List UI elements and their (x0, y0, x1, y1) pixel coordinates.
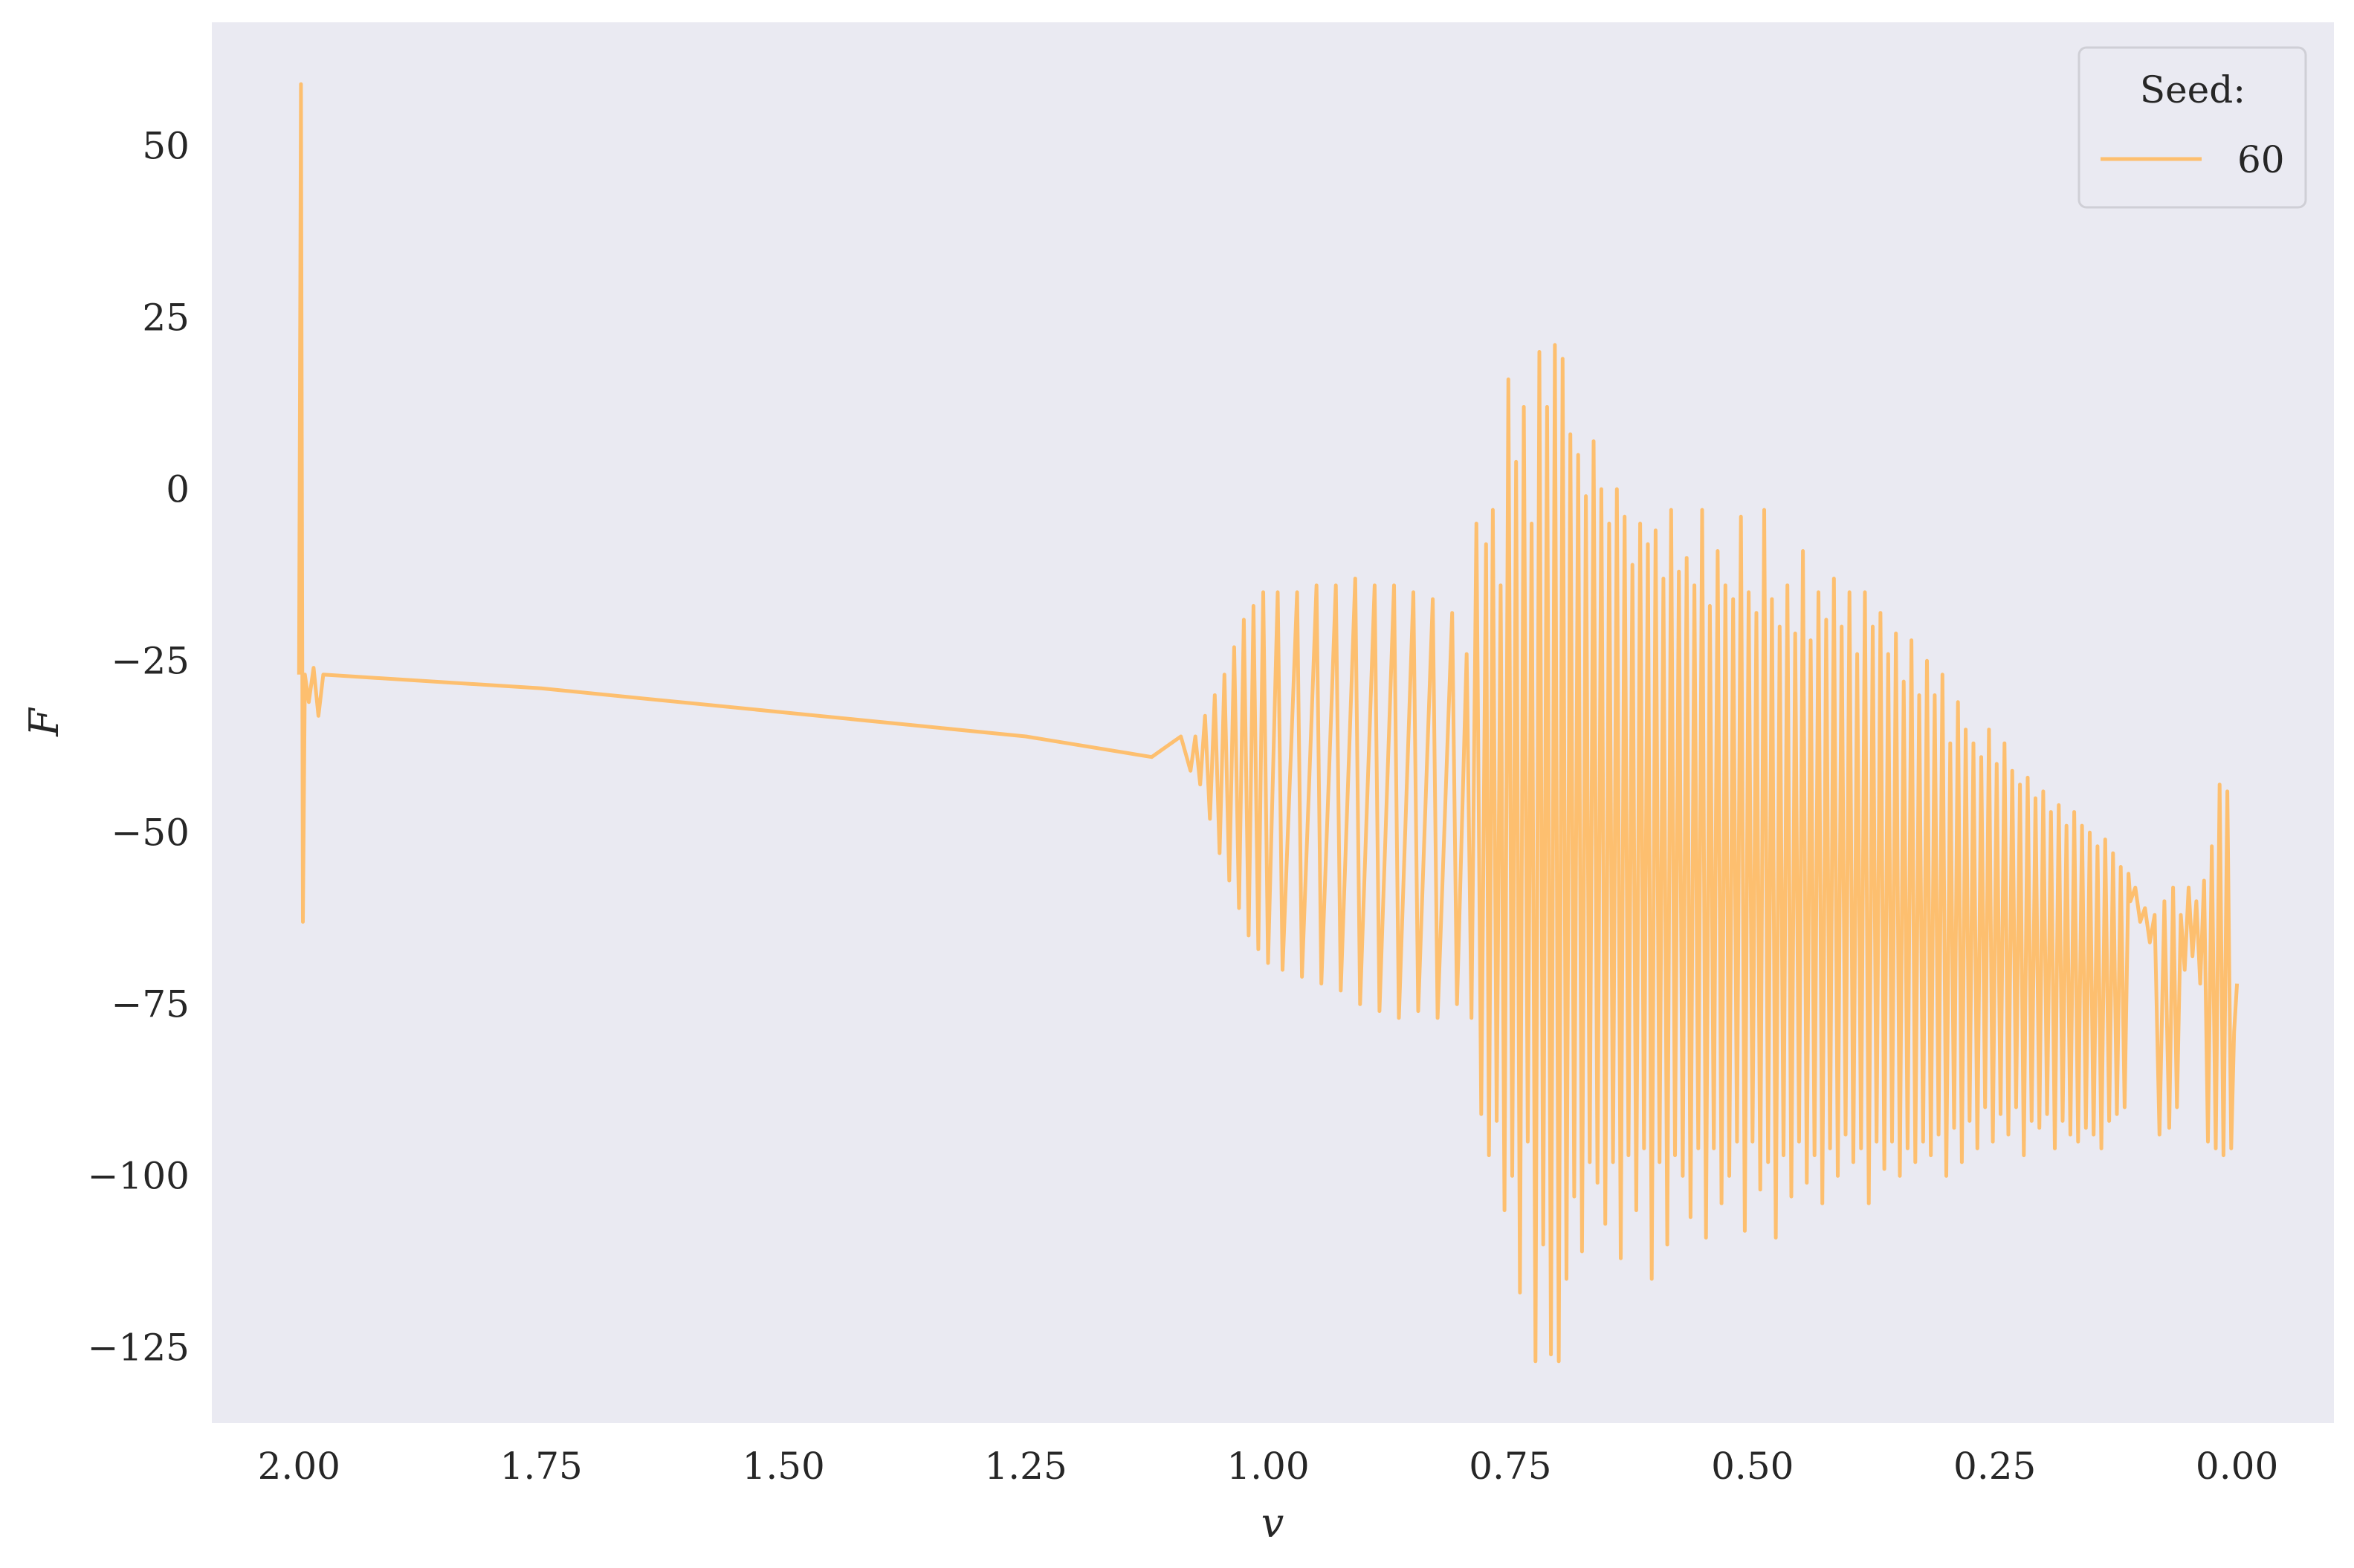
y-axis: 50 25 0 −25 −50 −75 −100 −125 (88, 124, 190, 1369)
x-axis-label: v (1261, 1500, 1284, 1546)
y-tick-label: −75 (111, 982, 190, 1026)
legend-title: Seed: (2140, 68, 2245, 111)
y-tick-label: −50 (111, 811, 190, 854)
legend-box (2077, 46, 2307, 209)
y-tick-label: −25 (111, 639, 190, 682)
x-axis: 2.00 1.75 1.50 1.25 1.00 0.75 0.50 0.25 0.00 (258, 1445, 2279, 1488)
x-tick-label: 1.50 (743, 1445, 825, 1488)
legend: Seed: 60 (2077, 46, 2307, 209)
x-tick-label: 0.00 (2196, 1445, 2278, 1488)
series-line-60 (297, 82, 2240, 1364)
y-tick-label: −100 (88, 1154, 190, 1197)
legend-label-60: 60 (2237, 138, 2285, 181)
x-tick-label: 1.75 (500, 1445, 583, 1488)
y-tick-label: 0 (166, 467, 190, 511)
y-tick-label: 25 (142, 296, 190, 339)
x-tick-label: 0.25 (1953, 1445, 2036, 1488)
y-axis-label: F (21, 707, 68, 737)
y-tick-label: 50 (142, 124, 190, 167)
x-tick-label: 0.75 (1469, 1445, 1551, 1488)
x-tick-label: 2.00 (258, 1445, 340, 1488)
x-tick-label: 1.00 (1226, 1445, 1309, 1488)
x-tick-label: 1.25 (984, 1445, 1067, 1488)
x-tick-label: 0.50 (1711, 1445, 1794, 1488)
y-tick-label: −125 (88, 1326, 190, 1369)
series-layer (297, 82, 2240, 1364)
